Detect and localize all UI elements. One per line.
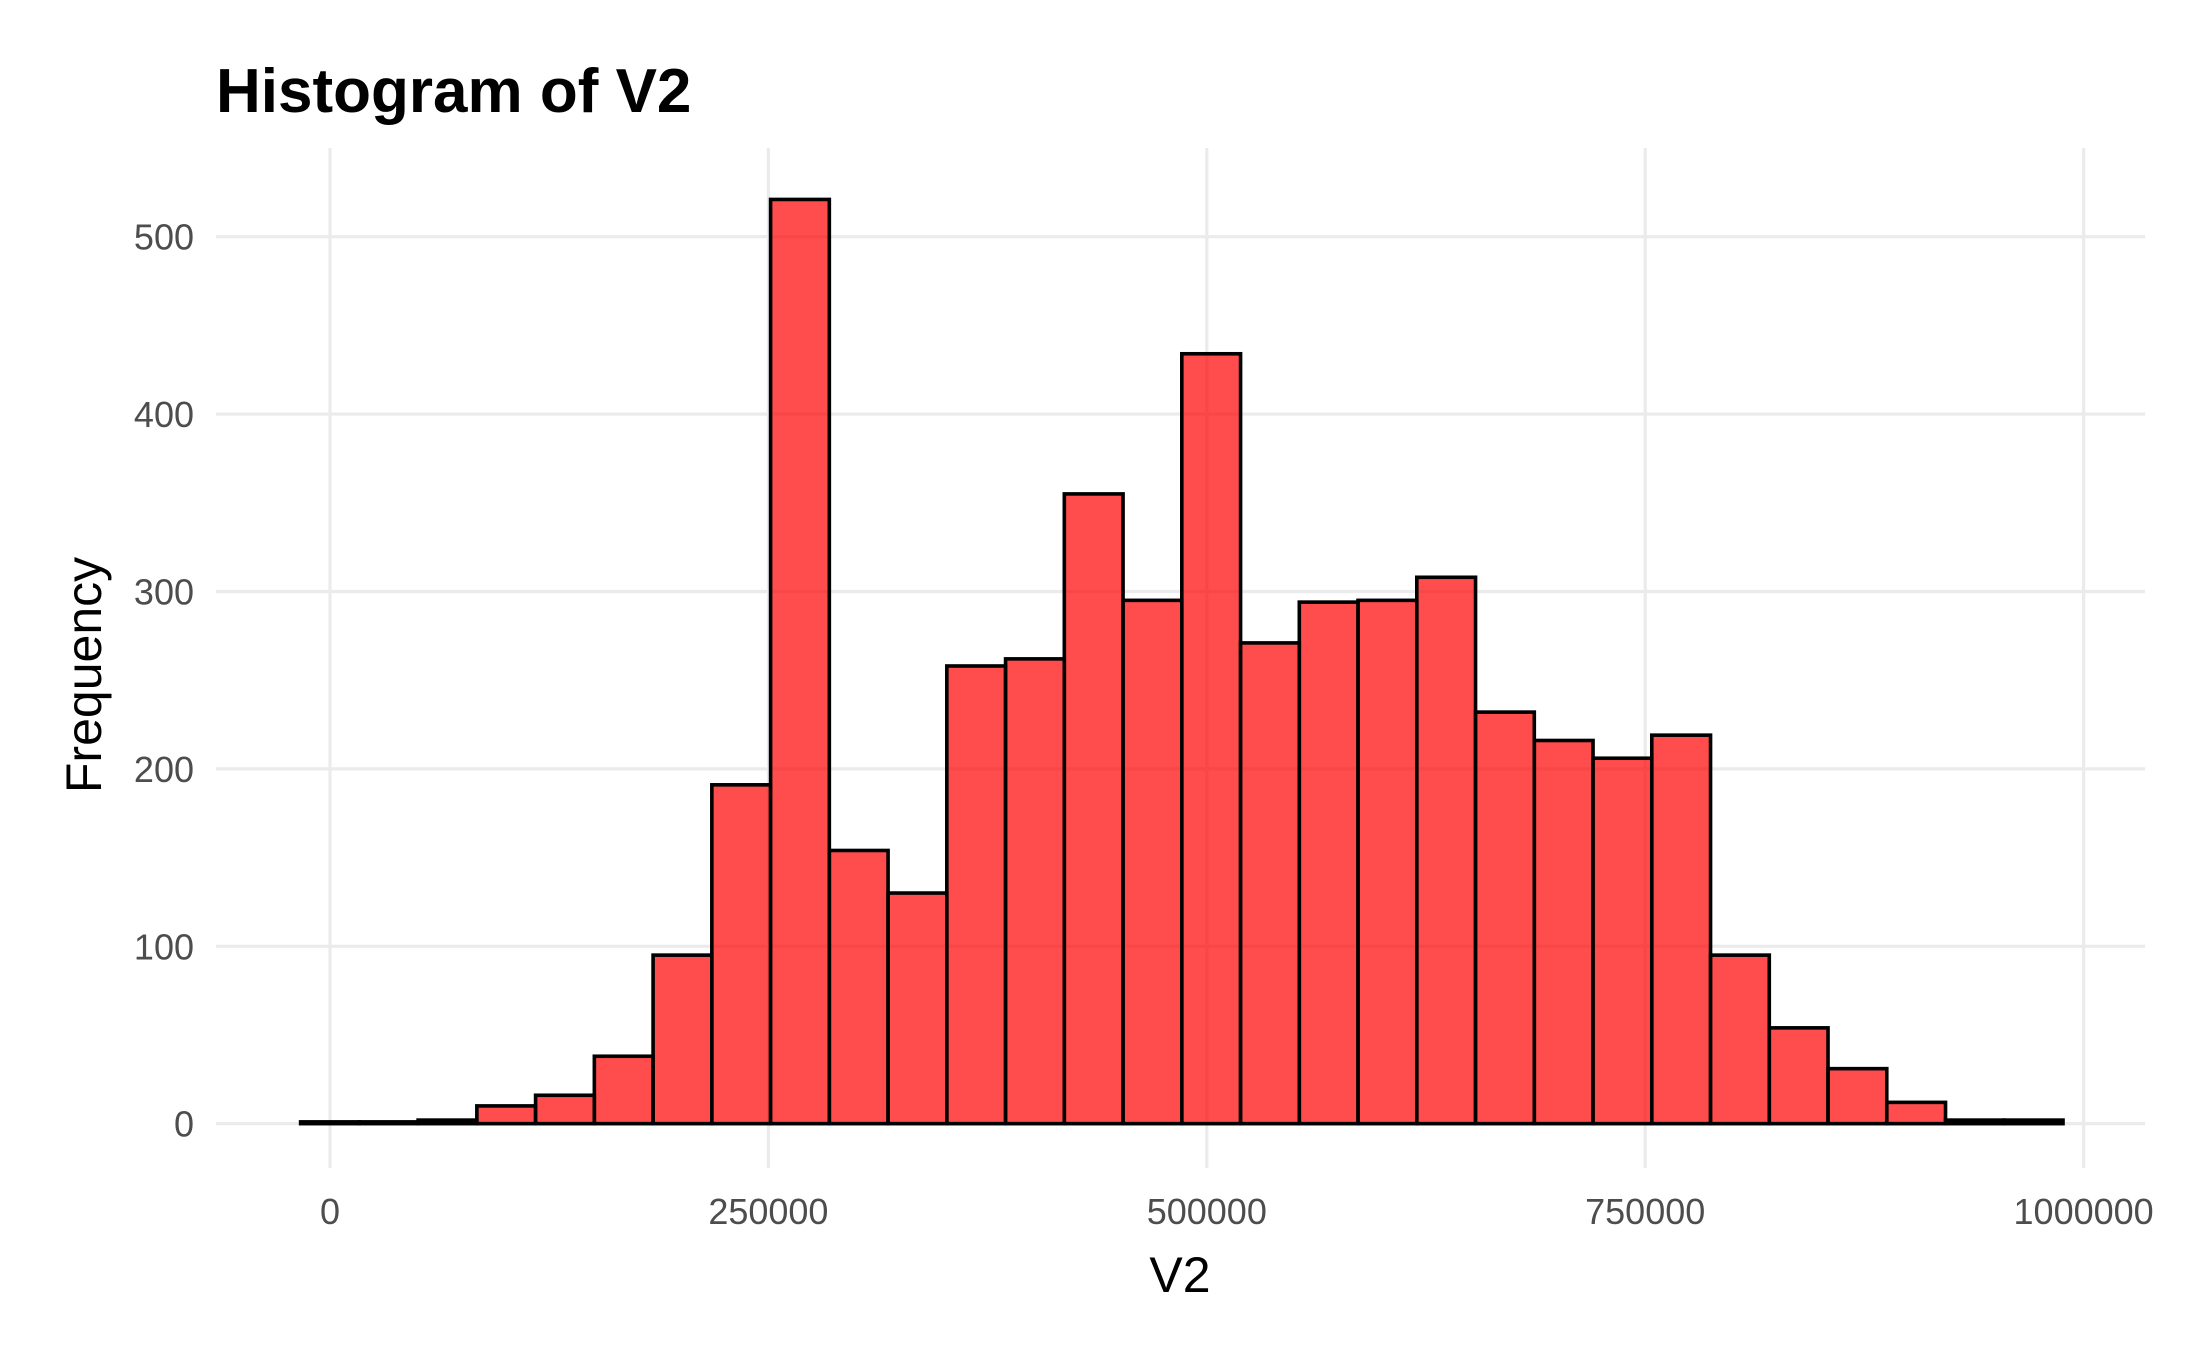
histogram-bar (1297, 600, 1360, 1126)
histogram-bar (945, 664, 1008, 1126)
histogram-bar (1943, 1118, 2007, 1126)
histogram-bar (1415, 575, 1478, 1126)
y-tick-label: 300 (134, 571, 194, 612)
y-tick-label: 500 (134, 217, 194, 258)
y-axis-ticks: 0 100 200 300 400 500 (134, 217, 194, 1145)
histogram-bar (1473, 710, 1537, 1126)
histogram-bar (1591, 756, 1654, 1126)
histogram-bar (1767, 1026, 1830, 1126)
y-tick-label: 200 (134, 749, 194, 790)
histogram-bar (1180, 351, 1243, 1126)
x-tick-label: 0 (320, 1191, 340, 1232)
histogram-bar (651, 953, 714, 1126)
x-tick-label: 1000000 (2014, 1191, 2154, 1232)
x-tick-label: 250000 (708, 1191, 828, 1232)
y-axis-title: Frequency (56, 557, 112, 793)
histogram-bar (1356, 598, 1419, 1126)
x-tick-label: 500000 (1147, 1191, 1267, 1232)
x-axis-ticks: 0 250000 500000 750000 1000000 (320, 1191, 2154, 1232)
y-tick-label: 400 (134, 394, 194, 435)
histogram-bar (416, 1118, 479, 1126)
histogram-bar (357, 1120, 420, 1126)
histogram-bar (768, 197, 832, 1126)
histogram-bar (710, 783, 773, 1126)
chart-title: Histogram of V2 (216, 57, 691, 126)
histogram-bar (1532, 738, 1595, 1126)
histogram-bar (1884, 1100, 1948, 1126)
histogram-bar (1003, 657, 1067, 1126)
histogram-bar (1708, 953, 1772, 1126)
histogram-bar (1062, 492, 1125, 1126)
x-axis-title: V2 (1149, 1247, 1210, 1303)
histogram-bar (1649, 733, 1713, 1126)
histogram-bar (2002, 1118, 2065, 1126)
histogram-bar (827, 848, 890, 1126)
y-tick-label: 100 (134, 926, 194, 967)
histogram-bar (1238, 641, 1302, 1126)
y-tick-label: 0 (174, 1104, 194, 1145)
histogram-bar (475, 1104, 538, 1126)
histogram-bar (1826, 1066, 1889, 1126)
bars (298, 197, 2065, 1126)
x-tick-label: 750000 (1585, 1191, 1705, 1232)
histogram-bar (886, 891, 949, 1126)
histogram-bar (533, 1093, 597, 1126)
histogram-bar (298, 1120, 362, 1126)
histogram-bar (592, 1054, 655, 1126)
histogram-bar (1121, 598, 1184, 1126)
